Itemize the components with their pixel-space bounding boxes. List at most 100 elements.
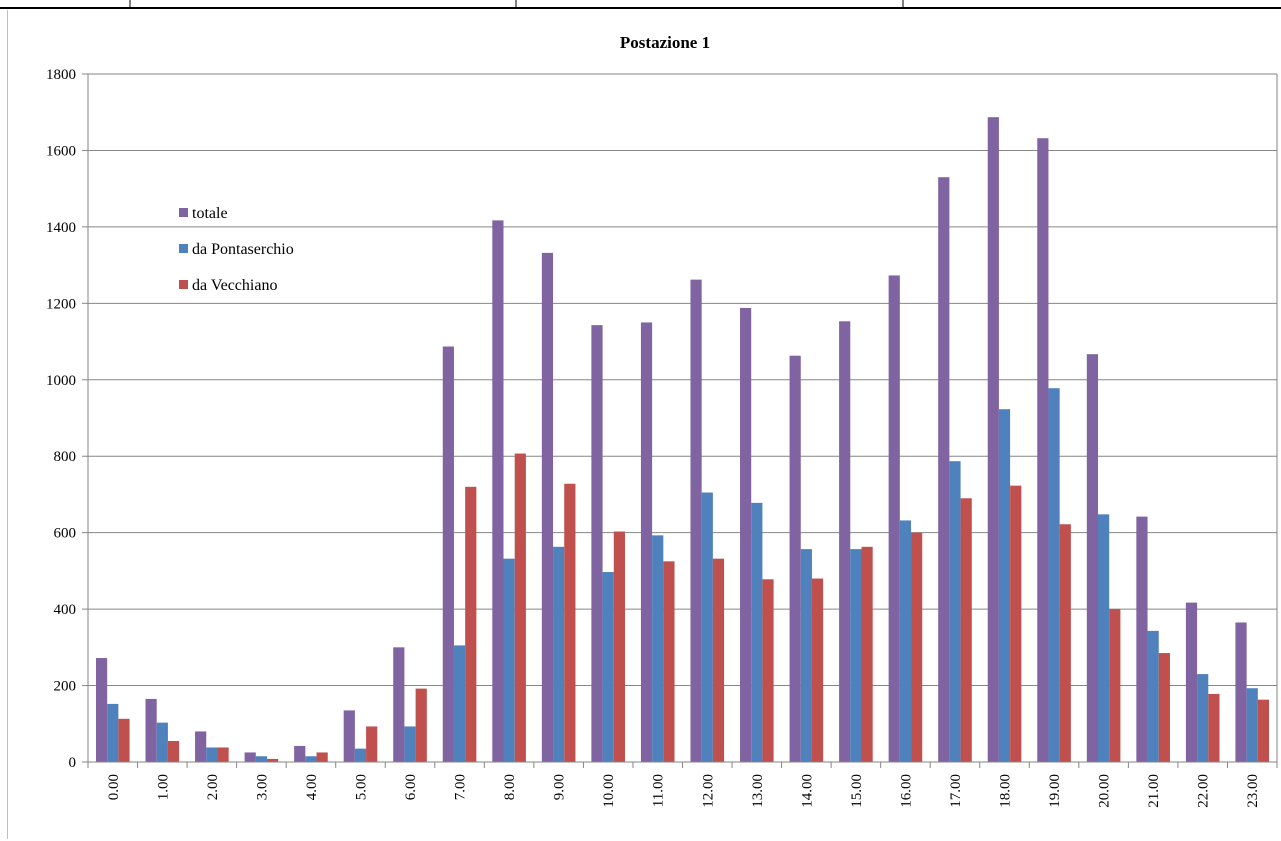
legend-label: da Pontaserchio	[192, 241, 294, 258]
x-tick-label: 4.00	[304, 774, 320, 800]
bar-totale	[492, 220, 504, 762]
x-tick-label: 13.00	[750, 774, 766, 808]
bar-pontaserchio	[899, 520, 912, 762]
x-tick-label: 17.00	[948, 774, 964, 808]
x-tick-label: 23.00	[1245, 774, 1261, 808]
y-tick-label: 1600	[46, 143, 76, 159]
bar-pontaserchio	[1147, 630, 1159, 762]
x-tick-label: 10.00	[601, 774, 617, 808]
bar-totale	[343, 710, 355, 762]
bar-totale	[244, 752, 256, 762]
bar-totale	[95, 658, 108, 762]
gridlines	[88, 73, 1277, 687]
x-tick-label: 3.00	[254, 774, 270, 800]
bar-pontaserchio	[107, 703, 119, 762]
x-tick-label: 0.00	[106, 774, 122, 800]
x-tick-label: 5.00	[353, 774, 369, 800]
bar-pontaserchio	[602, 572, 614, 762]
x-tick-label: 2.00	[205, 774, 221, 800]
x-tick-label: 8.00	[502, 774, 518, 800]
bar-totale	[195, 731, 207, 762]
legend-label: da Vecchiano	[192, 277, 277, 294]
bar-totale	[1086, 354, 1099, 762]
bar-vecchiano	[762, 579, 774, 762]
x-tick-label: 16.00	[898, 774, 914, 808]
legend-swatch	[179, 208, 188, 217]
bar-totale	[888, 275, 900, 762]
y-tick-label: 0	[69, 755, 77, 771]
y-tick-label: 1200	[46, 296, 76, 312]
bar-vecchiano	[911, 532, 923, 762]
bars	[95, 117, 1270, 763]
y-tick-label: 600	[54, 526, 77, 542]
legend-swatch	[179, 280, 188, 289]
bar-pontaserchio	[354, 748, 367, 762]
bar-totale	[1136, 516, 1148, 762]
bar-pontaserchio	[998, 409, 1011, 762]
bar-totale	[1235, 622, 1247, 762]
x-tick-label: 15.00	[849, 774, 865, 808]
legend-label: totale	[192, 205, 228, 222]
bar-pontaserchio	[553, 546, 565, 762]
bar-totale	[789, 355, 801, 762]
bar-pontaserchio	[305, 756, 317, 762]
y-tick-label: 1800	[46, 67, 76, 83]
bar-pontaserchio	[453, 645, 466, 762]
bar-pontaserchio	[850, 549, 862, 762]
bar-totale	[1185, 602, 1198, 762]
bar-totale	[640, 322, 653, 762]
bar-pontaserchio	[1048, 388, 1060, 762]
bar-totale	[938, 177, 950, 762]
bar-vecchiano	[811, 578, 824, 762]
bar-vecchiano	[960, 498, 972, 762]
bar-pontaserchio	[652, 535, 664, 762]
bar-vecchiano	[1208, 693, 1220, 762]
bar-pontaserchio	[1197, 674, 1209, 762]
bar-totale	[294, 745, 306, 762]
bar-pontaserchio	[949, 461, 961, 762]
bar-pontaserchio	[404, 726, 416, 762]
x-tick-label: 7.00	[453, 774, 469, 800]
x-tick-label: 18.00	[998, 774, 1014, 808]
y-tick-label: 800	[54, 449, 77, 465]
bar-totale	[541, 252, 554, 762]
bar-totale	[145, 698, 157, 762]
bar-pontaserchio	[206, 747, 218, 762]
bar-vecchiano	[366, 726, 378, 762]
bar-vecchiano	[514, 453, 526, 762]
bar-vecchiano	[266, 758, 279, 762]
bar-vecchiano	[613, 531, 625, 762]
bar-totale	[690, 279, 702, 762]
x-tick-label: 11.00	[651, 774, 667, 807]
x-tick-label: 19.00	[1047, 774, 1063, 808]
bar-pontaserchio	[503, 558, 515, 762]
x-tick-label: 6.00	[403, 774, 419, 800]
y-tick-label: 1000	[46, 373, 76, 389]
bar-vecchiano	[861, 546, 873, 762]
x-tick-label: 21.00	[1146, 774, 1162, 808]
bar-pontaserchio	[255, 756, 267, 762]
x-tick-label: 12.00	[700, 774, 716, 808]
bar-pontaserchio	[800, 549, 812, 762]
bar-totale	[987, 117, 999, 763]
bar-totale	[740, 307, 752, 762]
bar-totale	[1037, 138, 1049, 763]
bar-vecchiano	[316, 752, 328, 762]
bar-vecchiano	[564, 483, 576, 762]
legend: totale da Pontaserchio da Vecchiano	[179, 205, 294, 294]
y-tick-label: 200	[54, 679, 77, 695]
x-tick-label: 22.00	[1196, 774, 1212, 808]
bar-vecchiano	[712, 558, 725, 762]
top-table-border	[0, 0, 1281, 9]
y-tick-label: 1400	[46, 220, 76, 236]
bar-totale	[591, 325, 603, 762]
bar-vecchiano	[1158, 653, 1170, 762]
x-tick-label: 14.00	[799, 774, 815, 808]
bar-vecchiano	[663, 561, 675, 762]
bar-vecchiano	[465, 486, 477, 762]
bar-pontaserchio	[751, 502, 763, 762]
bar-pontaserchio	[156, 722, 168, 762]
bar-totale	[839, 321, 851, 762]
bar-vecchiano	[118, 718, 130, 762]
bar-vecchiano	[167, 740, 180, 762]
